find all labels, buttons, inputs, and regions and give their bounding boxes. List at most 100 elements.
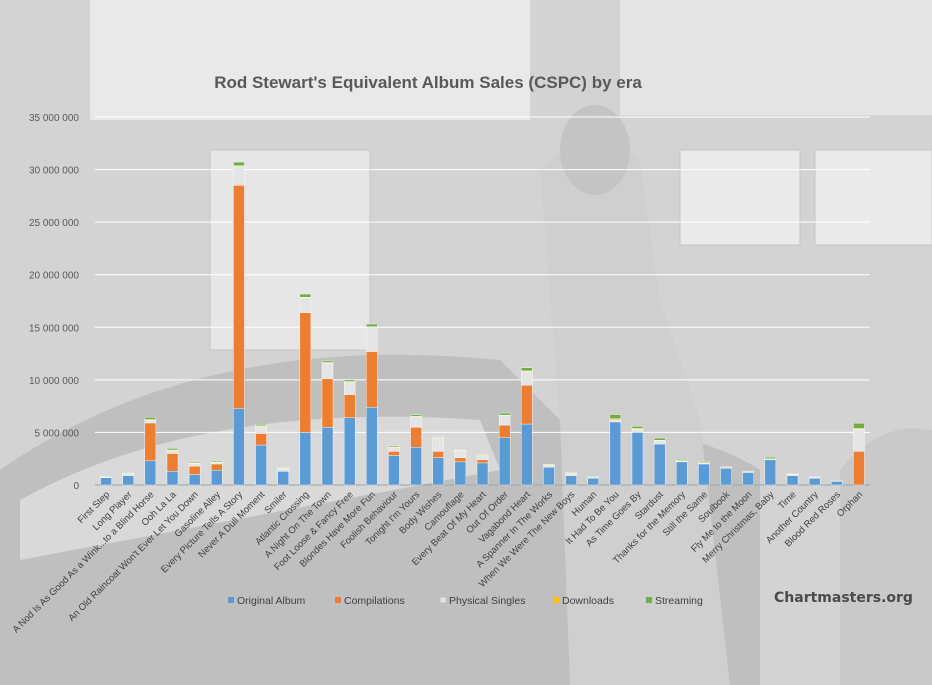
bar-segment bbox=[144, 460, 157, 486]
bar-segment bbox=[853, 429, 865, 452]
bar-segment bbox=[521, 367, 533, 372]
bar-segment bbox=[432, 437, 444, 452]
bar-segment bbox=[653, 437, 666, 441]
bar-segment bbox=[122, 475, 134, 486]
bar-segment bbox=[498, 415, 511, 426]
bar-segment bbox=[410, 426, 422, 448]
bar-segment bbox=[233, 408, 245, 486]
bar-segment bbox=[831, 480, 843, 482]
bar-segment bbox=[742, 470, 754, 472]
legend-swatch bbox=[646, 597, 652, 603]
bar-segment bbox=[831, 481, 843, 486]
y-tick-label: 35 000 000 bbox=[29, 113, 79, 124]
bar-segment bbox=[166, 453, 179, 472]
bar-segment bbox=[498, 437, 511, 486]
bar-segment bbox=[432, 457, 444, 486]
bar-segment bbox=[188, 474, 201, 486]
bar-segment bbox=[476, 462, 489, 486]
y-tick-label: 0 bbox=[73, 481, 79, 492]
bar-segment bbox=[299, 293, 312, 298]
bar-segment bbox=[609, 421, 622, 486]
bar-segment bbox=[255, 444, 267, 486]
bar-segment bbox=[299, 312, 312, 433]
bar-segment bbox=[410, 414, 422, 417]
bar-segment bbox=[277, 471, 289, 486]
bar-segment bbox=[343, 381, 356, 395]
bar-segment bbox=[476, 454, 489, 456]
bar-segment bbox=[720, 466, 732, 468]
bar-segment bbox=[764, 457, 777, 460]
legend-label: Original Album bbox=[237, 595, 306, 607]
bars bbox=[100, 161, 865, 486]
bar-segment bbox=[122, 472, 134, 474]
bar-segment bbox=[543, 464, 555, 466]
bar-segment bbox=[609, 419, 622, 423]
bar-segment bbox=[410, 416, 422, 428]
bar-segment bbox=[808, 477, 821, 486]
bar-segment bbox=[388, 451, 400, 456]
legend-swatch bbox=[439, 596, 447, 604]
bar-segment bbox=[299, 297, 312, 313]
bar-segment bbox=[808, 476, 821, 478]
bar-segment bbox=[543, 466, 555, 486]
y-axis: 0 5 000 000 10 000 000 15 000 000 20 000 000… bbox=[29, 113, 80, 492]
y-tick-label: 30 000 000 bbox=[29, 166, 79, 177]
bar-segment bbox=[366, 406, 378, 486]
bar-segment bbox=[720, 467, 732, 486]
bar-segment bbox=[233, 161, 245, 166]
chart-title: Rod Stewart's Equivalent Album Sales (CS… bbox=[214, 73, 642, 92]
bar-segment bbox=[144, 417, 157, 420]
bar-segment bbox=[188, 461, 201, 464]
bar-segment bbox=[211, 470, 223, 486]
bar-segment bbox=[631, 426, 644, 429]
legend-swatch bbox=[335, 597, 341, 603]
bar-segment bbox=[853, 451, 865, 486]
bar-segment bbox=[100, 476, 112, 478]
bar-segment bbox=[366, 327, 378, 352]
legend-swatch bbox=[553, 597, 559, 603]
gridlines bbox=[95, 116, 870, 486]
bar-segment bbox=[521, 371, 533, 386]
bar-segment bbox=[764, 459, 777, 486]
bar-segment bbox=[521, 384, 533, 425]
bar-segment bbox=[343, 417, 356, 486]
bar-segment bbox=[521, 423, 533, 486]
bar-segment bbox=[388, 445, 400, 448]
bar-segment bbox=[498, 424, 511, 438]
bar-segment bbox=[343, 394, 356, 418]
bar-segment bbox=[587, 476, 599, 478]
bar-segment bbox=[853, 422, 865, 429]
bar-segment bbox=[698, 461, 710, 463]
watermark: Chartmasters.org bbox=[774, 590, 913, 606]
bar-segment bbox=[432, 451, 444, 458]
bar-segment bbox=[166, 471, 179, 486]
bar-segment bbox=[432, 436, 444, 438]
legend-label: Streaming bbox=[655, 595, 703, 607]
bar-segment bbox=[188, 465, 201, 475]
bar-segment bbox=[388, 455, 400, 486]
bar-segment bbox=[255, 433, 267, 446]
bar-segment bbox=[676, 461, 688, 486]
legend-label: Physical Singles bbox=[449, 595, 525, 607]
bar-segment bbox=[144, 422, 157, 462]
legend-label: Downloads bbox=[562, 595, 614, 607]
bar-segment bbox=[343, 379, 356, 382]
bar-segment bbox=[476, 455, 489, 460]
bar-segment bbox=[454, 450, 467, 458]
bar-segment bbox=[233, 166, 245, 186]
bar-segment bbox=[255, 425, 267, 434]
bar-segment bbox=[631, 429, 644, 433]
bar-segment bbox=[233, 185, 245, 409]
bar-segment bbox=[410, 446, 422, 486]
bar-segment bbox=[454, 461, 467, 486]
bar-segment bbox=[321, 426, 334, 486]
bar-segment bbox=[211, 460, 223, 463]
bar-segment bbox=[676, 459, 688, 461]
bar-segment bbox=[454, 457, 467, 463]
bar-segment bbox=[366, 323, 378, 327]
bar-segment bbox=[565, 472, 577, 474]
bar-segment bbox=[698, 463, 710, 486]
